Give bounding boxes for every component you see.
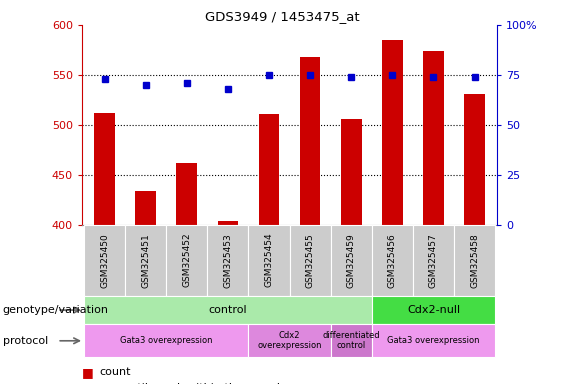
Text: GSM325452: GSM325452 (182, 233, 192, 288)
Text: genotype/variation: genotype/variation (3, 305, 109, 315)
Bar (413, 225, 454, 296)
Text: differentiated
control: differentiated control (323, 331, 380, 351)
Bar (300, 57, 320, 225)
Text: GDS3949 / 1453475_at: GDS3949 / 1453475_at (205, 10, 360, 23)
Bar (331, 324, 372, 357)
Bar (84, 324, 249, 357)
Bar (84, 296, 372, 324)
Text: Gata3 overexpression: Gata3 overexpression (120, 336, 212, 345)
Bar (331, 225, 372, 296)
Text: GSM325450: GSM325450 (100, 233, 109, 288)
Text: ■: ■ (82, 366, 94, 379)
Text: GSM325453: GSM325453 (223, 233, 232, 288)
Text: GSM325456: GSM325456 (388, 233, 397, 288)
Bar (372, 225, 413, 296)
Text: GSM325451: GSM325451 (141, 233, 150, 288)
Text: GSM325455: GSM325455 (306, 233, 315, 288)
Bar (289, 225, 331, 296)
Bar (454, 225, 495, 296)
Bar (372, 324, 495, 357)
Bar (249, 324, 331, 357)
Text: count: count (99, 367, 131, 377)
Bar (176, 163, 197, 225)
Bar (207, 225, 249, 296)
Bar (423, 51, 444, 225)
Bar (259, 114, 279, 225)
Bar (84, 225, 125, 296)
Text: GSM325457: GSM325457 (429, 233, 438, 288)
Text: Cdx2
overexpression: Cdx2 overexpression (257, 331, 322, 351)
Bar (464, 94, 485, 225)
Bar (218, 221, 238, 225)
Text: control: control (208, 305, 247, 315)
Text: Gata3 overexpression: Gata3 overexpression (387, 336, 480, 345)
Text: GSM325459: GSM325459 (347, 233, 356, 288)
Text: protocol: protocol (3, 336, 48, 346)
Bar (382, 40, 403, 225)
Text: Cdx2-null: Cdx2-null (407, 305, 460, 315)
Text: GSM325458: GSM325458 (470, 233, 479, 288)
Bar (341, 119, 362, 225)
Text: GSM325454: GSM325454 (264, 233, 273, 288)
Bar (125, 225, 166, 296)
Bar (94, 113, 115, 225)
Bar (136, 191, 156, 225)
Text: ■: ■ (82, 381, 94, 384)
Bar (166, 225, 207, 296)
Bar (249, 225, 289, 296)
Text: percentile rank within the sample: percentile rank within the sample (99, 383, 287, 384)
Bar (372, 296, 495, 324)
